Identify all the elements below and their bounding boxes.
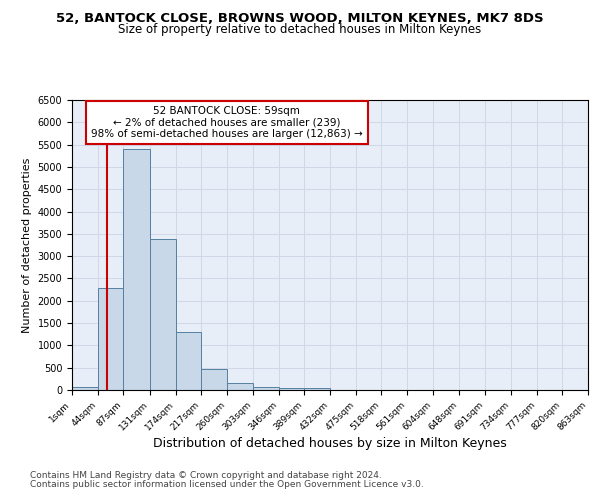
Bar <box>72 387 98 390</box>
Text: 52, BANTOCK CLOSE, BROWNS WOOD, MILTON KEYNES, MK7 8DS: 52, BANTOCK CLOSE, BROWNS WOOD, MILTON K… <box>56 12 544 26</box>
Text: Contains public sector information licensed under the Open Government Licence v3: Contains public sector information licen… <box>30 480 424 489</box>
Bar <box>201 368 227 390</box>
Text: 52 BANTOCK CLOSE: 59sqm
← 2% of detached houses are smaller (239)
98% of semi-de: 52 BANTOCK CLOSE: 59sqm ← 2% of detached… <box>91 106 362 139</box>
Bar <box>150 239 176 390</box>
Bar <box>124 149 150 390</box>
Text: Size of property relative to detached houses in Milton Keynes: Size of property relative to detached ho… <box>118 22 482 36</box>
Bar <box>98 288 124 390</box>
X-axis label: Distribution of detached houses by size in Milton Keynes: Distribution of detached houses by size … <box>153 438 507 450</box>
Y-axis label: Number of detached properties: Number of detached properties <box>22 158 32 332</box>
Text: Contains HM Land Registry data © Crown copyright and database right 2024.: Contains HM Land Registry data © Crown c… <box>30 471 382 480</box>
Bar <box>176 332 201 390</box>
Bar <box>227 383 253 390</box>
Bar <box>278 388 304 390</box>
Bar <box>253 386 278 390</box>
Bar <box>304 388 330 390</box>
